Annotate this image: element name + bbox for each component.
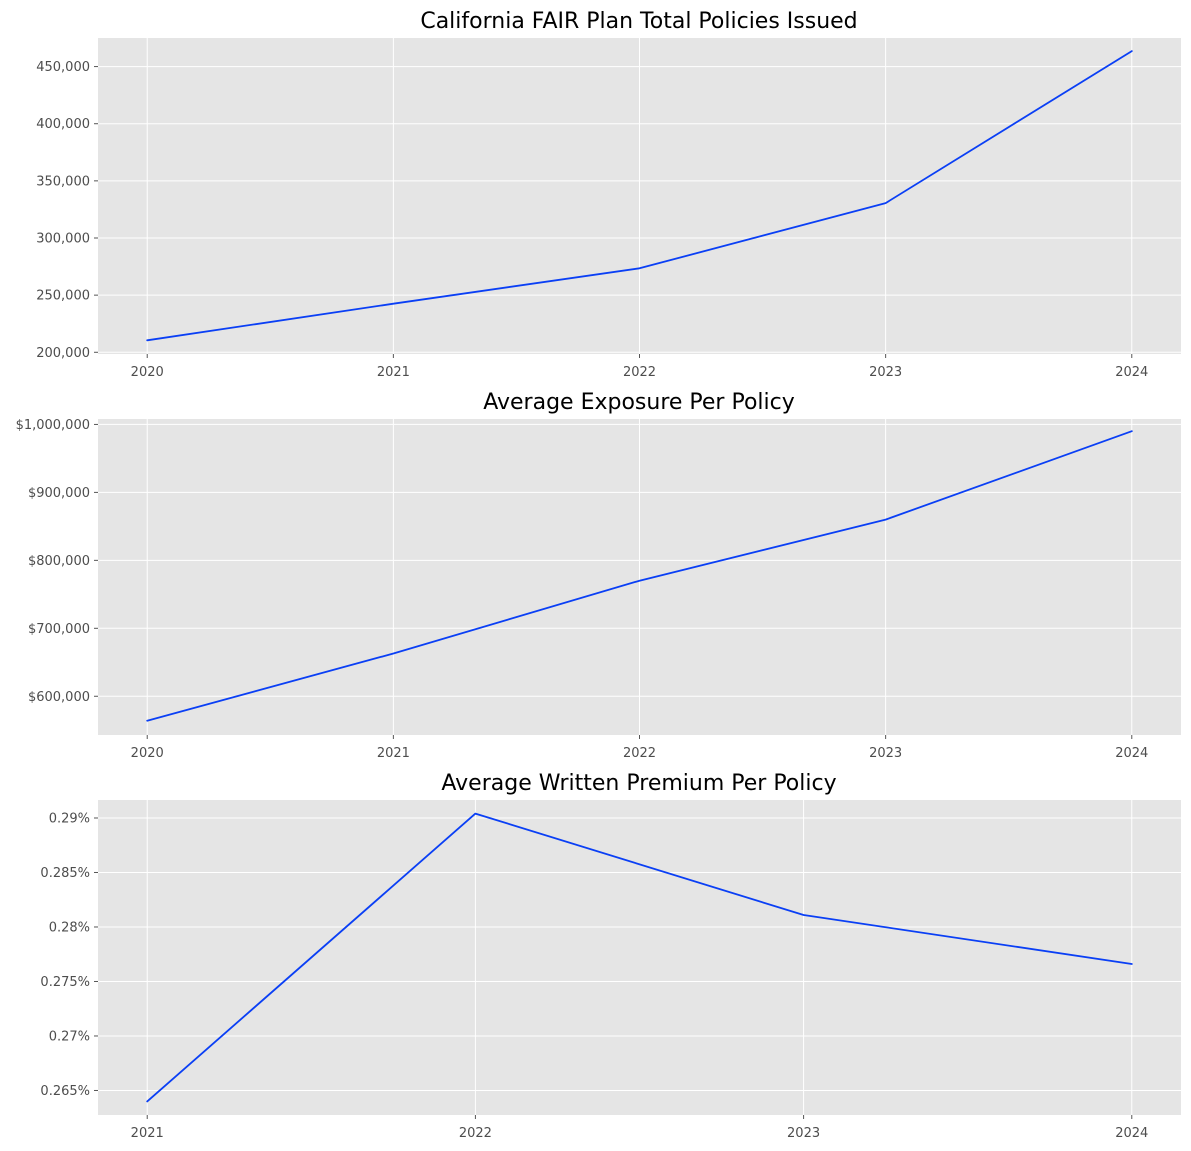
x-tick-label: 2024: [1115, 1126, 1148, 1141]
x-tick-label: 2021: [377, 365, 410, 380]
series-line: [146, 50, 1133, 342]
y-tick-label: 0.285%: [40, 866, 90, 881]
x-tick-label: 2021: [131, 1126, 164, 1141]
series-line: [146, 430, 1133, 722]
y-tick-label: $900,000: [28, 486, 90, 501]
x-tick-label: 2023: [869, 746, 902, 761]
y-tick-label: 0.265%: [40, 1084, 90, 1099]
chart-total-policies: California FAIR Plan Total Policies Issu…: [36, 9, 1181, 380]
y-tick-label: 450,000: [36, 60, 90, 75]
chart-title: Average Exposure Per Policy: [483, 390, 795, 415]
x-tick-label: 2020: [131, 746, 164, 761]
x-tick-label: 2024: [1115, 365, 1148, 380]
chart-title: California FAIR Plan Total Policies Issu…: [420, 9, 857, 34]
y-tick-label: 0.275%: [40, 975, 90, 990]
y-tick-label: 300,000: [36, 232, 90, 247]
plot-area: [98, 800, 1181, 1115]
y-tick-label: 200,000: [36, 346, 90, 361]
y-tick-label: 250,000: [36, 289, 90, 304]
y-tick-label: 0.29%: [49, 811, 90, 826]
chart-average-exposure: Average Exposure Per Policy 2020 2021 2022…: [16, 390, 1181, 761]
y-tick-label: $600,000: [28, 690, 90, 705]
y-tick-label: 0.28%: [49, 920, 90, 935]
chart-average-written-premium: Average Written Premium Per Policy 2021 2…: [40, 771, 1181, 1141]
x-tick-label: 2022: [623, 365, 656, 380]
x-tick-label: 2024: [1115, 746, 1148, 761]
x-tick-label: 2023: [787, 1126, 820, 1141]
y-tick-label: 0.27%: [49, 1029, 90, 1044]
x-tick-label: 2020: [131, 365, 164, 380]
x-tick-label: 2021: [377, 746, 410, 761]
x-tick-label: 2022: [459, 1126, 492, 1141]
y-tick-label: $800,000: [28, 554, 90, 569]
series-line: [146, 812, 1133, 1103]
y-tick-label: 400,000: [36, 117, 90, 132]
x-tick-label: 2023: [869, 365, 902, 380]
chart-title: Average Written Premium Per Policy: [441, 771, 836, 796]
y-tick-label: 350,000: [36, 174, 90, 189]
x-tick-label: 2022: [623, 746, 656, 761]
y-tick-label: $1,000,000: [16, 418, 90, 433]
y-tick-label: $700,000: [28, 622, 90, 637]
